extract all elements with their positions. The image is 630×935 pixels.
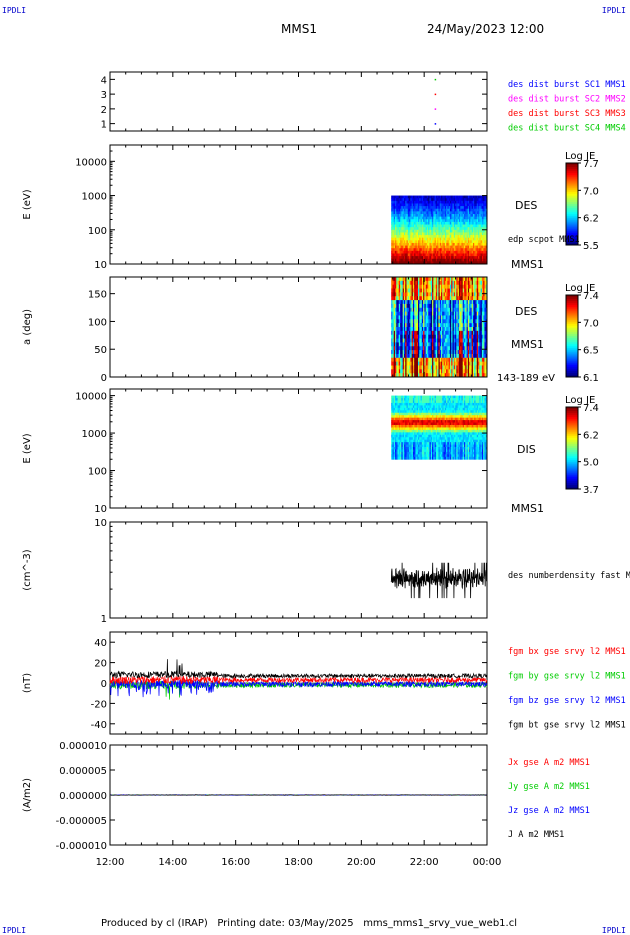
burst-ytick-label: 3 (101, 90, 107, 101)
des_energy-colorbar-label: 7.0 (583, 186, 599, 197)
des_energy-right-label: DES (515, 199, 537, 212)
burst-ytick-label: 1 (101, 120, 107, 131)
des_pitch-colorbar-label: 6.5 (583, 346, 599, 357)
burst-point (435, 123, 437, 125)
burst-ytick-label: 2 (101, 105, 107, 116)
des_pitch-right-label: DES (515, 305, 537, 318)
des_pitch-ytick-label: 100 (88, 317, 107, 328)
des_pitch-ytick-label: 150 (88, 290, 107, 301)
des_energy-ytick-label: 10 (94, 260, 107, 271)
des_energy-right-label: edp scpot MMS1 (508, 235, 580, 245)
burst-ytick-label: 4 (101, 75, 107, 86)
des_energy-ytick-label: 10000 (75, 157, 107, 168)
des_pitch-ytick-label: 0 (101, 373, 107, 384)
des_pitch-right-label: 143-189 eV (497, 373, 555, 384)
burst-frame (110, 72, 487, 131)
burst-point (435, 108, 437, 110)
des_pitch-ytick-label: 50 (94, 345, 107, 356)
burst-point (435, 79, 437, 81)
des_energy-colorbar-label: 7.7 (583, 159, 599, 170)
des_energy-ytick-label: 100 (88, 226, 107, 237)
burst-legend-entry: des dist burst SC1 MMS1 (508, 80, 626, 90)
burst-legend-entry: des dist burst SC2 MMS2 (508, 95, 626, 105)
des_pitch-ylabel: a (deg) (22, 309, 33, 345)
des_energy-ylabel: E (eV) (22, 189, 33, 219)
des_pitch-right-label: MMS1 (511, 338, 544, 351)
burst-point (435, 94, 437, 96)
burst-legend-entry: des dist burst SC3 MMS3 (508, 109, 626, 119)
des_pitch-colorbar-label: 6.1 (583, 373, 599, 384)
des_energy-colorbar-label: 5.5 (583, 241, 599, 252)
des_energy-right-label: MMS1 (511, 258, 544, 271)
des_pitch-colorbar-label: 7.0 (583, 318, 599, 329)
des_pitch-colorbar-label: 7.4 (583, 291, 599, 302)
des_energy-ytick-label: 1000 (82, 192, 107, 203)
burst-legend-entry: des dist burst SC4 MMS4 (508, 124, 626, 134)
des_energy-colorbar-label: 6.2 (583, 214, 599, 225)
